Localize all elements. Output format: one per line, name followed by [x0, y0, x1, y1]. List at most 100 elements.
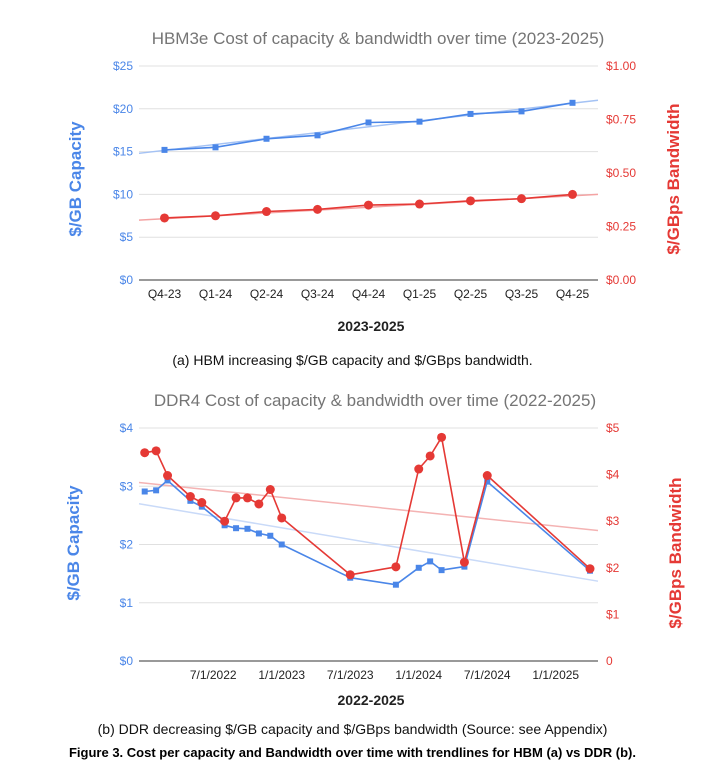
chart-b-series-right-point-14 — [425, 451, 435, 461]
chart-a-series-left-point-8 — [569, 99, 576, 106]
chart-a-x-tick: Q1-25 — [403, 287, 437, 301]
chart-b-series-left-point-14 — [427, 558, 434, 565]
chart-b-plot: $0 $1 $2 $3 $4 0 $1 $2 $3 $4 $5 7/1/2022 1/1/2023 7/1… — [120, 421, 620, 682]
chart-a-right-axis-label: $/GBps Bandwidth — [664, 103, 683, 254]
chart-b-x-tick: 7/1/2023 — [327, 668, 374, 682]
chart-b-right-tick: 0 — [606, 654, 613, 668]
chart-b-left-tick: $3 — [120, 479, 134, 493]
chart-b-series-right-point-13 — [414, 464, 424, 474]
chart-a-series-right-point-2 — [262, 207, 271, 217]
chart-a-right-tick: $0.25 — [606, 220, 636, 234]
chart-a-x-tick: Q4-24 — [352, 287, 386, 301]
chart-b-series-right-point-4 — [197, 498, 207, 508]
chart-b-right-axis-label: $/GBps Bandwidth — [666, 477, 685, 628]
chart-a-series-right-point-6 — [466, 196, 475, 206]
chart-a-series-right-point-7 — [517, 194, 526, 204]
chart-b-series-right-point-7 — [242, 493, 252, 503]
chart-a-left-tick: $10 — [113, 187, 133, 201]
chart-b-series-right-point-12 — [391, 562, 401, 572]
chart-b-series-right-point-10 — [277, 513, 287, 523]
chart-b-series-right-point-1 — [151, 446, 161, 456]
chart-b-series-left-point-8 — [255, 530, 262, 537]
chart-a-series-right-point-4 — [364, 200, 373, 210]
chart-b-trendline-right — [138, 481, 599, 532]
chart-b-right-tick: $5 — [606, 421, 620, 435]
chart-a-x-tick: Q4-23 — [148, 287, 182, 301]
chart-b-right-tick: $3 — [606, 514, 620, 528]
chart-a-x-tick: Q3-25 — [505, 287, 539, 301]
chart-b-series-right-point-8 — [254, 499, 264, 509]
chart-b-series-right-point-5 — [220, 516, 230, 526]
chart-b-series-right-point-16 — [459, 557, 469, 567]
caption-b: (b) DDR decreasing $/GB capacity and $/G… — [97, 721, 608, 737]
chart-b-x-tick: 7/1/2024 — [464, 668, 511, 682]
chart-a-x-tick: Q2-24 — [250, 287, 284, 301]
chart-a-right-tick: $0.00 — [606, 273, 636, 287]
chart-b-series-right-point-17 — [482, 471, 492, 481]
chart-b-series-right-point-2 — [163, 471, 173, 481]
chart-b-series-left-point-1 — [153, 487, 160, 494]
chart-a-series-right-point-5 — [415, 199, 424, 209]
chart-a-left-tick: $0 — [120, 273, 134, 287]
chart-a-series-left-point-5 — [416, 118, 423, 125]
chart-b-right-tick: $4 — [606, 468, 620, 482]
chart-a-plot: $0 $5 $10 $15 $20 $25 $0.00 $0.25 $0.50 $0.75 $1.0… — [113, 59, 636, 301]
chart-a-series-right-point-0 — [160, 213, 169, 223]
chart-b-series-left-point-7 — [244, 525, 251, 532]
chart-b-series-left-point-15 — [438, 567, 445, 574]
chart-b-left-tick: $1 — [120, 596, 134, 610]
chart-a-left-tick: $25 — [113, 59, 133, 73]
chart-a-title: HBM3e Cost of capacity & bandwidth over … — [152, 29, 605, 48]
chart-b-series-left-point-6 — [233, 525, 240, 532]
chart-a-left-tick: $20 — [113, 102, 133, 116]
caption-a: (a) HBM increasing $/GB capacity and $/G… — [172, 352, 533, 368]
chart-a-series-left-point-7 — [518, 108, 525, 115]
chart-b-series-left-point-17 — [484, 478, 491, 485]
chart-b-right-tick: $2 — [606, 561, 620, 575]
figure-charts: HBM3e Cost of capacity & bandwidth over … — [64, 29, 685, 708]
chart-b-left-tick: $4 — [120, 421, 134, 435]
chart-b-x-tick: 1/1/2024 — [395, 668, 442, 682]
chart-a-series-right-point-1 — [211, 211, 220, 221]
figure-caption: Figure 3. Cost per capacity and Bandwidt… — [68, 745, 637, 760]
chart-a-left-tick: $15 — [113, 145, 133, 159]
chart-b-right-tick: $1 — [606, 607, 620, 621]
chart-b-series-left-point-13 — [415, 564, 422, 571]
chart-a-series-right-point-8 — [568, 189, 577, 199]
chart-a-series-left-point-1 — [212, 144, 219, 151]
chart-a-x-axis-label: 2023-2025 — [338, 318, 405, 334]
chart-b-series-left-point-2 — [164, 477, 171, 484]
chart-a-right-tick: $0.50 — [606, 166, 636, 180]
chart-b-x-tick: 1/1/2023 — [258, 668, 305, 682]
chart-b-series-left-point-0 — [141, 488, 148, 495]
chart-b-x-tick: 1/1/2025 — [532, 668, 579, 682]
chart-b-x-axis-label: 2022-2025 — [338, 692, 405, 708]
chart-a-right-tick: $0.75 — [606, 113, 636, 127]
chart-a-series-left-point-4 — [365, 119, 372, 126]
chart-a-right-tick: $1.00 — [606, 59, 636, 73]
chart-a-series-left-point-6 — [467, 110, 474, 117]
chart-b-series-left-point-9 — [267, 532, 274, 539]
chart-a-x-tick: Q2-25 — [454, 287, 488, 301]
chart-b-series-right-point-15 — [437, 432, 447, 442]
chart-b-trendline-left — [138, 502, 599, 582]
chart-b-series-left-point-12 — [392, 581, 399, 588]
chart-a-series-left-point-2 — [263, 135, 270, 142]
chart-b-series-right-point-3 — [185, 492, 195, 502]
chart-b-x-tick: 7/1/2022 — [190, 668, 237, 682]
chart-a-series-left-point-3 — [314, 132, 321, 139]
chart-b-series-right-point-11 — [345, 570, 355, 580]
chart-a-x-tick: Q3-24 — [301, 287, 335, 301]
chart-a-series-left-point-0 — [161, 146, 168, 153]
chart-b-left-axis-label: $/GB Capacity — [64, 485, 83, 601]
chart-a-left-tick: $5 — [120, 230, 134, 244]
chart-a-x-tick: Q1-24 — [199, 287, 233, 301]
chart-a-x-tick: Q4-25 — [556, 287, 590, 301]
chart-a-series-right-point-3 — [313, 204, 322, 214]
chart-b-series-right-point-9 — [265, 485, 275, 495]
chart-b-series-right-point-0 — [140, 448, 150, 458]
chart-b-series-left-point-10 — [278, 541, 285, 548]
chart-b-series-right-point-6 — [231, 493, 241, 503]
chart-b-title: DDR4 Cost of capacity & bandwidth over t… — [154, 391, 596, 410]
chart-b-series-right-point-18 — [585, 564, 595, 574]
